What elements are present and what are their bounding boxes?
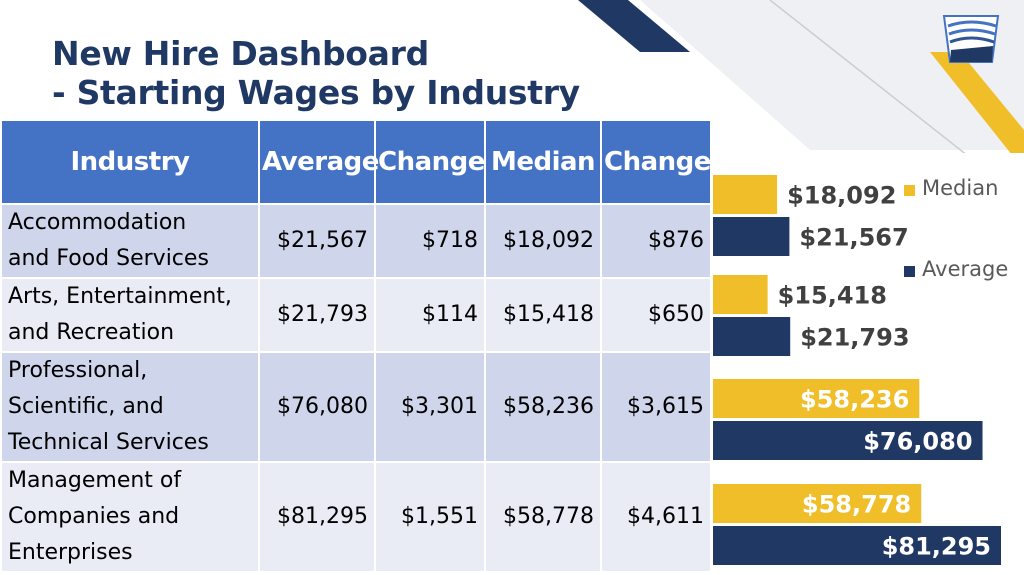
industry-cell: Arts, Entertainment, and Recreation (0, 277, 260, 353)
legend-label-average: Average (922, 257, 1008, 281)
industry-line: Arts, Entertainment, (8, 284, 232, 309)
industry-cell: Accommodation and Food Services (0, 203, 260, 279)
header-average: Average (258, 119, 379, 205)
average-bar (713, 317, 791, 356)
industry-line: Professional, (8, 358, 148, 383)
median-bar (713, 175, 778, 214)
median-cell: $58,778 (484, 461, 602, 573)
median-data-label: $58,778 (802, 491, 911, 519)
table-row: Accommodation and Food Services $21,567 … (0, 203, 712, 279)
med-change-cell: $4,611 (600, 461, 712, 573)
average-cell: $76,080 (258, 351, 376, 463)
industry-cell: Management of Companies and Enterprises (0, 461, 260, 573)
header-median: Median (484, 119, 602, 205)
industry-line: and Food Services (8, 246, 209, 271)
average-cell: $21,567 (258, 203, 376, 279)
legend-label-median: Median (922, 176, 998, 200)
median-data-label: $15,418 (778, 282, 887, 310)
med-change-cell: $3,615 (600, 351, 712, 463)
legend-swatch-median (904, 185, 915, 196)
average-cell: $21,793 (258, 277, 376, 353)
average-bar (713, 421, 983, 460)
page-title: New Hire Dashboard - Starting Wages by I… (52, 34, 580, 112)
med-change-cell: $650 (600, 277, 712, 353)
median-cell: $15,418 (484, 277, 602, 353)
navy-stripe (578, 0, 690, 52)
industry-line: Companies and (8, 504, 180, 529)
avg-change-cell: $114 (374, 277, 486, 353)
table-row: Management of Companies and Enterprises … (0, 461, 712, 573)
industry-line: Management of (8, 468, 182, 493)
header-med-change: Change (600, 119, 712, 205)
median-bar (713, 484, 922, 523)
legend-swatch-average (904, 266, 915, 277)
avg-change-cell: $3,301 (374, 351, 486, 463)
header-industry: Industry (0, 119, 260, 205)
median-bar (713, 379, 920, 418)
median-data-label: $58,236 (800, 386, 909, 414)
average-bar (713, 217, 790, 256)
industry-line: and Recreation (8, 320, 175, 345)
wages-table: Industry Average Change Median Change Ac… (0, 119, 712, 573)
average-data-label: $21,793 (800, 324, 909, 352)
title-line-1: New Hire Dashboard (52, 34, 429, 73)
table-header-row: Industry Average Change Median Change (0, 119, 712, 205)
average-bar (713, 526, 1001, 565)
average-cell: $81,295 (258, 461, 376, 573)
industry-line: Accommodation (8, 210, 187, 235)
industry-line: Scientific, and (8, 394, 164, 419)
median-cell: $18,092 (484, 203, 602, 279)
median-data-label: $18,092 (787, 182, 896, 210)
industry-line: Enterprises (8, 540, 133, 565)
wages-bar-chart: $18,092 $21,567 $15,418 $21,793 $58,236 $76,0… (713, 175, 1008, 565)
median-cell: $58,236 (484, 351, 602, 463)
average-data-label: $81,295 (882, 533, 991, 561)
med-change-cell: $876 (600, 203, 712, 279)
table-row: Arts, Entertainment, and Recreation $21,… (0, 277, 712, 353)
avg-change-cell: $718 (374, 203, 486, 279)
industry-cell: Professional, Scientific, and Technical … (0, 351, 260, 463)
average-data-label: $21,567 (799, 224, 908, 252)
industry-line: Technical Services (8, 430, 209, 455)
title-line-2: - Starting Wages by Industry (52, 73, 580, 112)
table-row: Professional, Scientific, and Technical … (0, 351, 712, 463)
avg-change-cell: $1,551 (374, 461, 486, 573)
header-avg-change: Change (374, 119, 486, 205)
average-data-label: $76,080 (863, 428, 972, 456)
median-bar (713, 275, 768, 314)
keystone-icon (942, 15, 1000, 63)
